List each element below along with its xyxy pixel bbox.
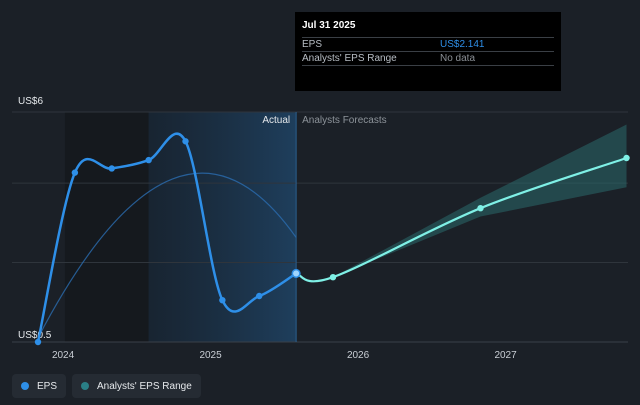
eps-forecast-point <box>329 273 337 281</box>
tooltip-eps-value: US$2.141 <box>440 39 485 50</box>
tooltip-row-eps: EPS US$2.141 <box>302 37 554 51</box>
trend-curve <box>37 172 297 339</box>
eps-actual-point <box>71 169 79 176</box>
y-label-bottom: US$0.5 <box>18 330 52 341</box>
tooltip-range-label: Analysts' EPS Range <box>302 53 397 64</box>
chart-legend: EPS Analysts' EPS Range <box>12 374 201 398</box>
eps-actual-line <box>36 132 297 343</box>
section-actual-label: Actual <box>262 115 290 126</box>
past-band <box>64 112 149 342</box>
eps-actual-point <box>256 292 263 300</box>
eps-actual-point <box>219 296 226 304</box>
eps-actual-point <box>182 138 189 145</box>
legend-eps-swatch <box>21 382 29 390</box>
tooltip-date: Jul 31 2025 <box>302 20 356 31</box>
eps-actual-point <box>145 156 152 164</box>
x-tick-label: 2027 <box>494 350 517 361</box>
legend-range-button[interactable]: Analysts' EPS Range <box>72 374 201 398</box>
x-tick-label: 2024 <box>52 350 75 361</box>
x-tick-label: 2025 <box>199 350 222 361</box>
analysts-range-band <box>296 124 627 278</box>
legend-range-swatch <box>81 382 90 390</box>
legend-range-label: Analysts' EPS Range <box>97 380 192 392</box>
eps-chart: US$6 US$0.5 Actual Analysts Forecasts 2024 20… <box>12 96 630 361</box>
actual-region <box>148 112 297 342</box>
eps-forecast-point <box>623 154 630 162</box>
eps-actual-point <box>34 338 42 346</box>
tooltip-eps-label: EPS <box>302 39 323 50</box>
tooltip-range-value: No data <box>440 53 476 64</box>
eps-actual-point <box>291 268 301 278</box>
legend-eps-button[interactable]: EPS <box>12 374 67 398</box>
chart-tooltip: Jul 31 2025 EPS US$2.141 Analysts' EPS R… <box>295 12 561 91</box>
tooltip-row-range: Analysts' EPS Range No data <box>302 51 554 66</box>
x-tick-label: 2026 <box>347 350 370 361</box>
eps-forecast-point <box>477 204 484 212</box>
y-label-top: US$6 <box>18 96 43 107</box>
section-forecast-label: Analysts Forecasts <box>302 115 386 126</box>
eps-actual-point <box>108 165 115 172</box>
eps-forecast-line <box>295 156 627 283</box>
legend-eps-label: EPS <box>37 380 58 392</box>
